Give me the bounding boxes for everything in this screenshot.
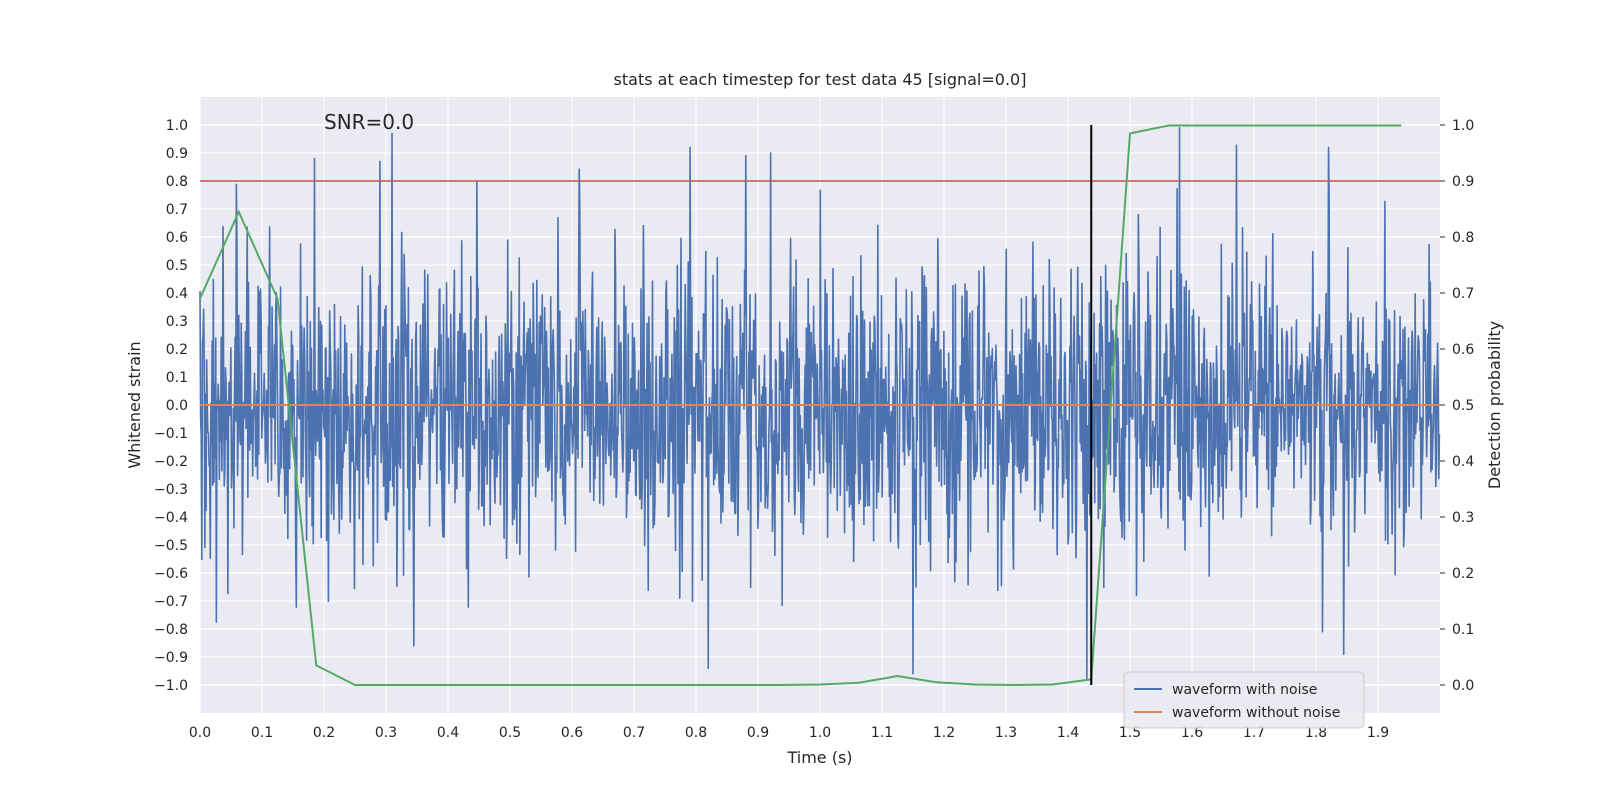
x-tick-label: 0.3 <box>375 725 397 741</box>
y2-tick-label: 0.4 <box>1452 454 1474 470</box>
y2-tick-label: 0.9 <box>1452 174 1474 190</box>
x-tick-label: 1.6 <box>1181 725 1203 741</box>
series-detection-probability <box>199 124 1402 687</box>
y-tick-label: 0.7 <box>166 202 188 218</box>
y-tick-label: −0.4 <box>154 510 188 526</box>
y-tick-label: 0.2 <box>166 342 188 358</box>
x-tick-label: 0.9 <box>747 725 769 741</box>
series <box>199 124 1441 687</box>
x-tick-label: 1.0 <box>809 725 831 741</box>
x-axis-label: Time (s) <box>786 748 852 767</box>
y2-tick-label: 0.8 <box>1452 230 1474 246</box>
series-waveform-with-noise <box>199 127 1441 681</box>
y-axis-label: Whitened strain <box>125 341 144 468</box>
x-tick-label: 0.1 <box>251 725 273 741</box>
y-tick-label: −0.7 <box>154 594 188 610</box>
x-tick-label: 1.4 <box>1057 725 1079 741</box>
y-tick-label: 0.8 <box>166 174 188 190</box>
x-tick-label: 1.3 <box>995 725 1017 741</box>
y-tick-label: 0.1 <box>166 370 188 386</box>
y2-axis-label: Detection probability <box>1485 321 1504 489</box>
x-tick-label: 0.5 <box>499 725 521 741</box>
legend-label-clean: waveform without noise <box>1172 705 1340 721</box>
y-tick-label: −0.9 <box>154 650 188 666</box>
x-tick-label: 0.7 <box>623 725 645 741</box>
y-tick-label: −0.6 <box>154 566 188 582</box>
y-axis-ticks: 1.0 0.9 0.8 0.7 0.6 0.5 0.4 0.3 0.2 0.1 0.0 −0.1 −0.… <box>154 118 188 694</box>
y2-tick-label: 0.2 <box>1452 566 1474 582</box>
x-tick-label: 1.8 <box>1305 725 1327 741</box>
y2-tick-label: 0.7 <box>1452 286 1474 302</box>
y2-tick-label: 1.0 <box>1452 118 1474 134</box>
y-tick-label: 0.5 <box>166 258 188 274</box>
legend-label-noise: waveform with noise <box>1172 682 1317 698</box>
y2-tick-label: 0.1 <box>1452 622 1474 638</box>
y-tick-label: −0.1 <box>154 426 188 442</box>
y-tick-label: 0.9 <box>166 146 188 162</box>
chart-title: stats at each timestep for test data 45 … <box>614 70 1027 89</box>
y2-tick-label: 0.5 <box>1452 398 1474 414</box>
y-tick-label: −0.5 <box>154 538 188 554</box>
y-tick-label: −0.2 <box>154 454 188 470</box>
y-tick-label: 0.6 <box>166 230 188 246</box>
y-tick-label: −0.3 <box>154 482 188 498</box>
x-axis-ticks: 0.0 0.1 0.2 0.3 0.4 0.5 0.6 0.7 0.8 0.9 1.0 1.1 1.2 1… <box>189 725 1389 741</box>
legend-box <box>1123 671 1365 729</box>
y2-axis-ticks: 1.0 0.9 0.8 0.7 0.6 0.5 0.4 0.3 0.2 0.1 0.0 <box>1440 118 1474 694</box>
x-tick-label: 1.2 <box>933 725 955 741</box>
y-tick-label: −1.0 <box>154 678 188 694</box>
x-tick-label: 0.4 <box>437 725 459 741</box>
x-tick-label: 1.1 <box>871 725 893 741</box>
snr-annotation: SNR=0.0 <box>324 110 414 134</box>
y-tick-label: 0.4 <box>166 286 188 302</box>
y2-tick-label: 0.3 <box>1452 510 1474 526</box>
x-tick-label: 0.6 <box>561 725 583 741</box>
y-tick-label: 1.0 <box>166 118 188 134</box>
y-tick-label: 0.3 <box>166 314 188 330</box>
x-tick-label: 0.8 <box>685 725 707 741</box>
x-tick-label: 1.5 <box>1119 725 1141 741</box>
x-tick-label: 1.9 <box>1367 725 1389 741</box>
y-tick-label: −0.8 <box>154 622 188 638</box>
x-tick-label: 0.2 <box>313 725 335 741</box>
y-tick-label: 0.0 <box>166 398 188 414</box>
x-tick-label: 1.7 <box>1243 725 1265 741</box>
y2-tick-label: 0.0 <box>1452 678 1474 694</box>
x-tick-label: 0.0 <box>189 725 211 741</box>
legend: waveform with noise waveform without noi… <box>1123 671 1365 729</box>
y2-tick-label: 0.6 <box>1452 342 1474 358</box>
